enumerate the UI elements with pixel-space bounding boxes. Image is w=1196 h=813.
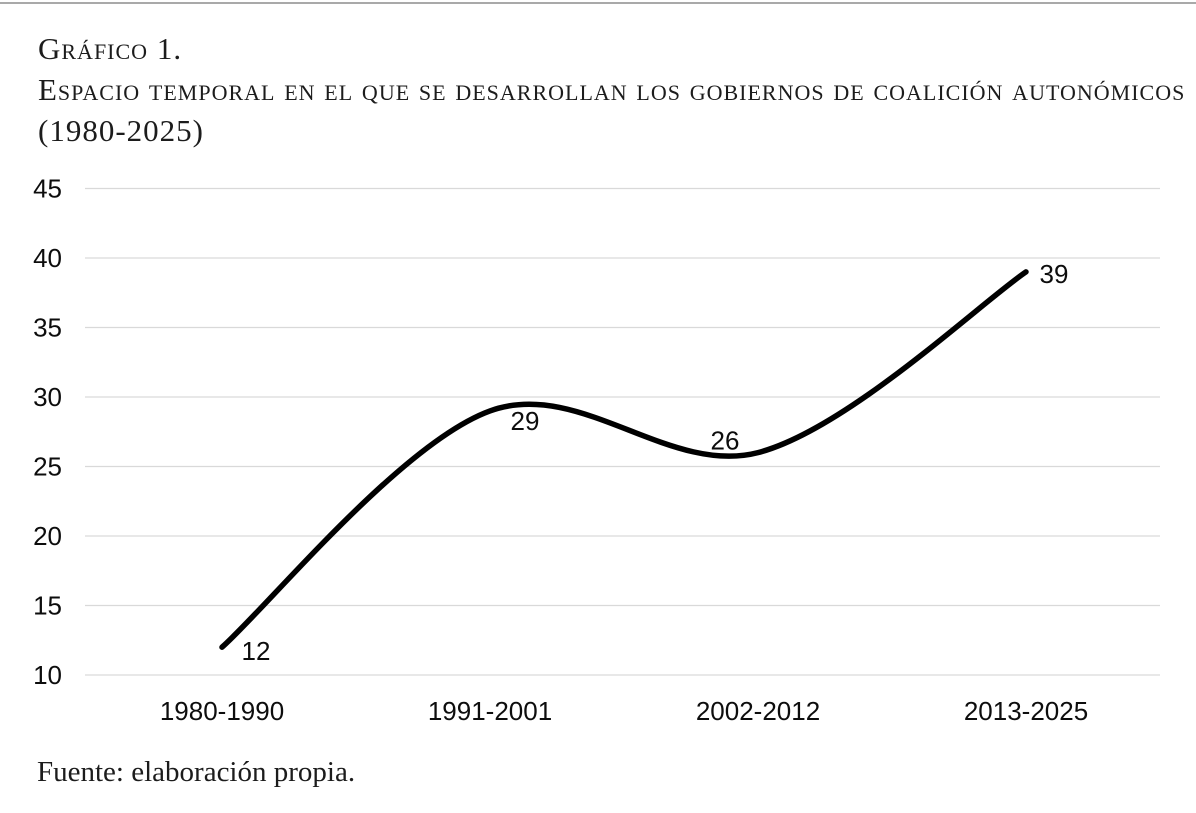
data-point-label: 26 <box>711 426 740 456</box>
y-axis-tick-label: 35 <box>33 313 62 343</box>
data-point-label: 29 <box>511 406 540 436</box>
chart-title-number: Gráfico 1. <box>38 31 183 66</box>
data-series-line <box>219 269 1029 650</box>
chart-title-text: Espacio temporal en el que se desarrolla… <box>38 72 1186 107</box>
y-axis-tick-label: 20 <box>33 521 62 551</box>
y-axis-tick-label: 25 <box>33 452 62 482</box>
y-axis-tick-label: 30 <box>33 382 62 412</box>
x-axis-tick-label: 1980-1990 <box>160 696 284 726</box>
top-rule <box>0 2 1196 4</box>
y-axis-tick-label: 10 <box>33 660 62 690</box>
data-point-label: 12 <box>242 636 271 666</box>
chart-title-years: (1980-2025) <box>38 113 204 148</box>
x-axis-tick-label: 2013-2025 <box>964 696 1088 726</box>
source-note: Fuente: elaboración propia. <box>37 756 356 788</box>
y-axis-tick-label: 15 <box>33 591 62 621</box>
data-point-label: 39 <box>1040 259 1069 289</box>
chart-title: Gráfico 1. Espacio temporal en el que se… <box>38 28 1185 151</box>
x-axis-tick-label: 1991-2001 <box>428 696 552 726</box>
y-axis-tick-label: 40 <box>33 243 62 273</box>
y-axis-tick-label: 45 <box>33 174 62 204</box>
x-axis-tick-label: 2002-2012 <box>696 696 820 726</box>
